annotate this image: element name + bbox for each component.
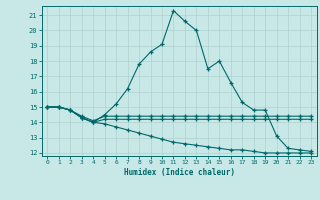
X-axis label: Humidex (Indice chaleur): Humidex (Indice chaleur) (124, 168, 235, 177)
